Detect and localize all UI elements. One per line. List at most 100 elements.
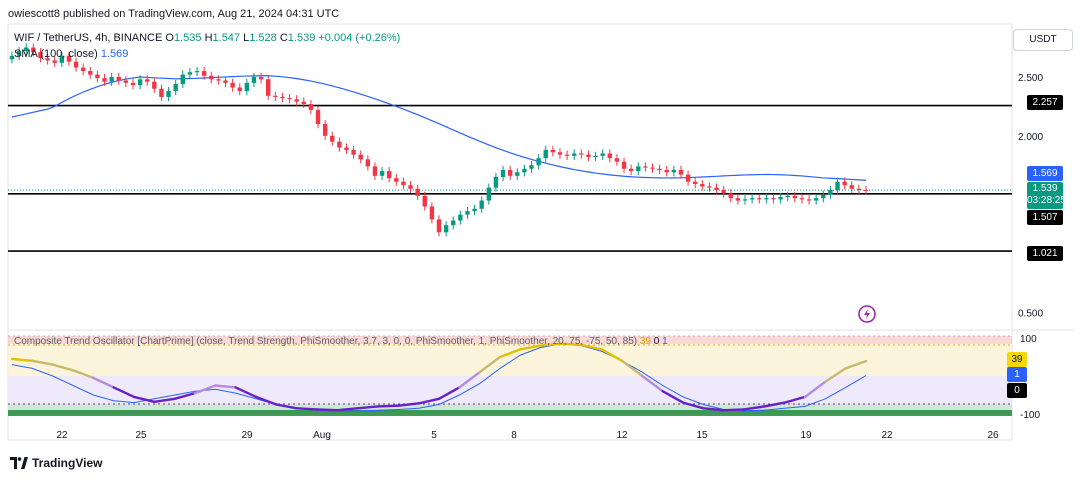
- candle-body[interactable]: [572, 153, 577, 156]
- oscillator-legend[interactable]: Composite Trend Oscillator [ChartPrime] …: [14, 336, 668, 347]
- candle-body[interactable]: [266, 79, 271, 96]
- candle-body[interactable]: [586, 154, 591, 157]
- candle-body[interactable]: [515, 172, 520, 176]
- candle-body[interactable]: [529, 165, 534, 169]
- candle-body[interactable]: [358, 154, 363, 160]
- candle-body[interactable]: [386, 171, 392, 179]
- candle-body[interactable]: [650, 167, 655, 169]
- candle-body[interactable]: [579, 153, 584, 155]
- candle-body[interactable]: [187, 72, 193, 75]
- candle-body[interactable]: [799, 198, 805, 200]
- candle-body[interactable]: [700, 184, 705, 187]
- candle-body[interactable]: [486, 187, 492, 201]
- candle-body[interactable]: [137, 79, 143, 86]
- candle-body[interactable]: [372, 166, 378, 176]
- candle-body[interactable]: [173, 84, 178, 92]
- candle-body[interactable]: [159, 88, 164, 97]
- candle-body[interactable]: [152, 81, 157, 89]
- candle-body[interactable]: [643, 166, 648, 168]
- symbol-name[interactable]: WIF / TetherUS, 4h, BINANCE: [14, 32, 163, 44]
- candle-body[interactable]: [600, 153, 605, 156]
- candle-body[interactable]: [52, 60, 57, 63]
- candle-body[interactable]: [244, 82, 250, 92]
- candle-body[interactable]: [771, 198, 776, 200]
- candle-body[interactable]: [564, 154, 570, 156]
- candle-body[interactable]: [315, 109, 321, 125]
- candle-body[interactable]: [130, 82, 136, 86]
- candle-body[interactable]: [394, 178, 399, 182]
- candle-body[interactable]: [657, 168, 662, 170]
- candle-body[interactable]: [451, 220, 456, 226]
- candle-body[interactable]: [856, 188, 862, 190]
- candle-body[interactable]: [415, 188, 420, 196]
- candle-body[interactable]: [88, 71, 93, 75]
- candle-body[interactable]: [842, 181, 847, 186]
- candle-body[interactable]: [180, 74, 185, 85]
- candle-body[interactable]: [543, 149, 548, 159]
- candle-body[interactable]: [308, 104, 314, 110]
- candle-body[interactable]: [507, 169, 513, 176]
- candle-body[interactable]: [849, 185, 854, 189]
- candle-body[interactable]: [16, 51, 22, 56]
- candle-body[interactable]: [593, 155, 598, 157]
- candle-body[interactable]: [472, 208, 477, 212]
- sma-line[interactable]: [11, 75, 867, 181]
- candle-body[interactable]: [280, 96, 285, 99]
- candle-body[interactable]: [365, 159, 371, 167]
- candle-body[interactable]: [66, 55, 72, 62]
- candle-body[interactable]: [344, 147, 349, 150]
- candle-body[interactable]: [194, 71, 200, 73]
- candle-body[interactable]: [749, 198, 755, 200]
- candle-body[interactable]: [536, 158, 541, 166]
- candle-body[interactable]: [337, 141, 342, 148]
- candle-body[interactable]: [493, 177, 499, 188]
- candle-body[interactable]: [322, 124, 328, 136]
- candle-body[interactable]: [557, 152, 563, 155]
- candle-body[interactable]: [109, 76, 114, 82]
- candle-body[interactable]: [522, 168, 527, 173]
- candle-body[interactable]: [443, 225, 449, 233]
- candle-body[interactable]: [38, 52, 43, 59]
- candle-body[interactable]: [294, 99, 299, 102]
- candle-body[interactable]: [806, 199, 812, 201]
- candle-body[interactable]: [31, 47, 36, 53]
- candle-body[interactable]: [863, 189, 869, 191]
- candle-body[interactable]: [742, 199, 748, 201]
- candle-body[interactable]: [757, 198, 762, 200]
- candle-body[interactable]: [685, 174, 691, 182]
- candle-body[interactable]: [287, 98, 292, 100]
- candle-body[interactable]: [273, 95, 278, 97]
- candle-body[interactable]: [735, 198, 741, 201]
- candle-body[interactable]: [621, 161, 627, 169]
- candle-body[interactable]: [429, 206, 435, 220]
- candle-body[interactable]: [9, 55, 15, 60]
- candle-body[interactable]: [693, 181, 698, 185]
- candle-body[interactable]: [258, 76, 264, 80]
- candle-body[interactable]: [436, 219, 442, 233]
- candle-body[interactable]: [230, 82, 235, 88]
- candle-body[interactable]: [636, 166, 641, 172]
- candle-body[interactable]: [301, 101, 306, 105]
- candle-body[interactable]: [102, 78, 107, 82]
- candle-body[interactable]: [607, 153, 612, 159]
- alert-icon[interactable]: [857, 304, 877, 329]
- candle-body[interactable]: [821, 194, 826, 199]
- candle-body[interactable]: [500, 169, 506, 177]
- candle-body[interactable]: [45, 58, 50, 61]
- candle-body[interactable]: [80, 67, 86, 72]
- candle-body[interactable]: [664, 169, 669, 173]
- candle-body[interactable]: [764, 198, 769, 200]
- candle-body[interactable]: [145, 79, 150, 82]
- candle-body[interactable]: [216, 79, 221, 81]
- candle-body[interactable]: [351, 149, 356, 155]
- candle-body[interactable]: [671, 169, 677, 173]
- candle-body[interactable]: [728, 193, 733, 199]
- candle-body[interactable]: [550, 149, 556, 153]
- candle-body[interactable]: [209, 75, 214, 80]
- candle-body[interactable]: [73, 61, 79, 68]
- candle-body[interactable]: [379, 171, 385, 176]
- candle-body[interactable]: [123, 80, 129, 83]
- candle-body[interactable]: [458, 214, 463, 221]
- candle-body[interactable]: [479, 200, 484, 209]
- candle-body[interactable]: [813, 198, 819, 201]
